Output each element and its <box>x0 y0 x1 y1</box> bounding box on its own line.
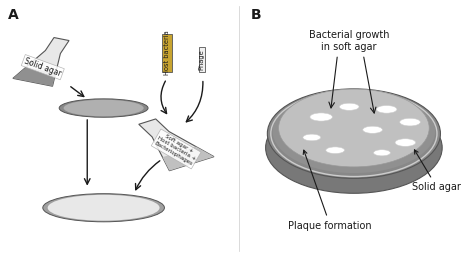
Text: Soft agar +
Host bacteria +
Bacteriophages: Soft agar + Host bacteria + Bacteriophag… <box>153 131 199 167</box>
Polygon shape <box>13 67 55 86</box>
Ellipse shape <box>374 150 391 156</box>
Text: Plaque formation: Plaque formation <box>288 150 372 231</box>
Ellipse shape <box>310 113 332 121</box>
Text: B: B <box>251 8 262 22</box>
Ellipse shape <box>48 195 160 221</box>
Text: Phage: Phage <box>199 49 205 70</box>
Text: A: A <box>8 8 18 22</box>
Polygon shape <box>162 34 172 72</box>
Ellipse shape <box>363 126 383 133</box>
Ellipse shape <box>395 139 416 146</box>
Ellipse shape <box>279 89 429 167</box>
Ellipse shape <box>64 100 144 116</box>
Ellipse shape <box>326 147 345 153</box>
Ellipse shape <box>273 89 435 173</box>
Polygon shape <box>199 47 205 72</box>
Ellipse shape <box>43 194 164 222</box>
Text: Host bacteria: Host bacteria <box>164 31 170 76</box>
Ellipse shape <box>376 105 397 113</box>
Ellipse shape <box>265 102 442 193</box>
Polygon shape <box>139 119 214 171</box>
Ellipse shape <box>339 103 359 110</box>
Ellipse shape <box>400 118 420 126</box>
Text: Solid agar: Solid agar <box>23 56 63 78</box>
Polygon shape <box>163 146 214 171</box>
Text: Solid agar: Solid agar <box>412 150 461 192</box>
Text: Bacterial growth
in soft agar: Bacterial growth in soft agar <box>309 30 390 52</box>
Ellipse shape <box>267 89 440 178</box>
Ellipse shape <box>303 134 321 141</box>
Polygon shape <box>13 38 69 86</box>
Ellipse shape <box>59 99 148 117</box>
